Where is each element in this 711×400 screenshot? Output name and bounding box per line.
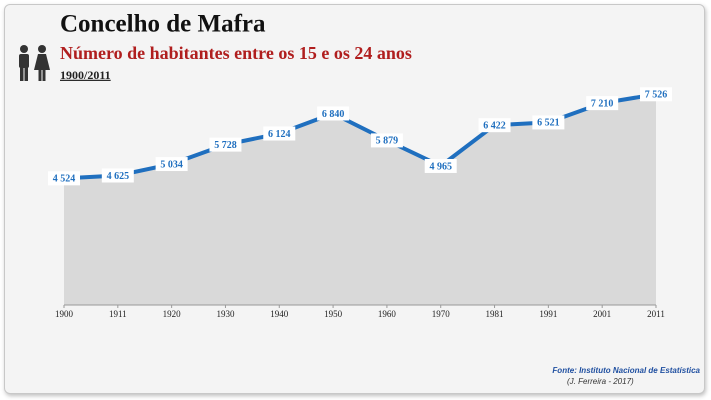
x-tick-label: 1900 [55,309,74,319]
chart-title: Concelho de Mafra [60,11,266,38]
value-label: 4 524 [53,174,76,185]
value-label: 6 521 [537,118,560,129]
x-tick-label: 1960 [378,309,397,319]
x-tick-label: 1970 [432,309,451,319]
value-label: 4 625 [107,171,130,182]
x-tick-label: 2011 [647,309,665,319]
value-label: 4 965 [429,161,452,172]
value-label-bg [101,168,134,183]
value-label-bg [586,96,619,111]
x-tick-label: 1911 [109,309,127,319]
value-label: 5 728 [214,140,237,151]
value-label-bg [48,171,80,186]
value-label-bg [317,106,350,121]
period: 1900/2011 [60,68,111,82]
value-label: 5 879 [376,136,399,147]
x-tick-label: 1940 [270,309,289,319]
x-tick-label: 1930 [216,309,235,319]
value-label-bg [424,158,457,173]
source: Fonte: Instituto Nacional de Estatística [552,366,700,375]
x-tick-label: 2001 [593,309,611,319]
value-label-bg [640,87,672,102]
value-label: 5 034 [160,159,183,170]
chart-subtitle: Número de habitantes entre os 15 e os 24… [60,43,412,63]
value-label: 6 124 [268,129,291,140]
value-label: 6 840 [322,109,345,120]
x-tick-label: 1981 [486,309,504,319]
x-tick-label: 1991 [539,309,557,319]
area [64,94,656,305]
x-tick-label: 1950 [324,309,343,319]
people-icon [19,45,50,81]
value-label-bg [209,137,242,152]
x-tick-label: 1920 [163,309,182,319]
value-label-bg [155,157,188,172]
value-label-bg [263,126,296,141]
credit: (J. Ferreira - 2017) [567,377,634,386]
value-label: 7 526 [645,90,668,101]
value-label-bg [478,118,511,133]
value-label: 7 210 [591,98,614,109]
value-label-bg [370,133,403,148]
value-label: 6 422 [483,120,506,131]
value-label-bg [532,115,565,130]
